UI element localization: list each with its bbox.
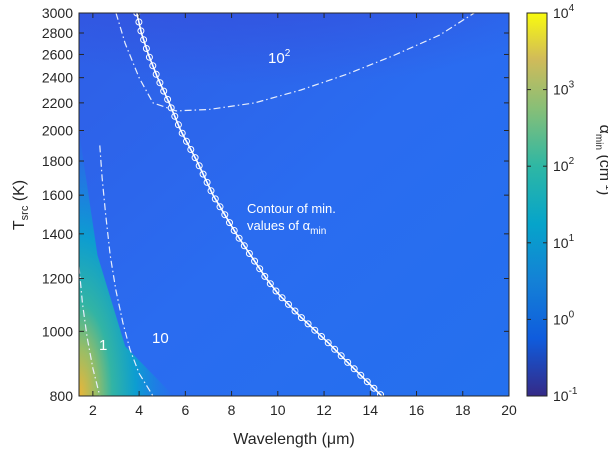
min-curve-marker	[230, 227, 238, 234]
contour-label-10: 10	[152, 330, 169, 347]
y-tick-label: 2800	[42, 25, 73, 41]
min-curve-marker	[337, 352, 345, 360]
y-tick-label: 1200	[42, 271, 73, 287]
x-tick-label: 16	[409, 402, 425, 418]
min-curve-marker	[226, 219, 233, 227]
min-curve-marker	[331, 345, 339, 353]
min-curve-marker	[251, 257, 259, 265]
x-tick-label: 2	[89, 402, 97, 418]
x-tick-label: 20	[501, 402, 517, 418]
min-curve-marker	[137, 27, 145, 35]
y-tick-label: 800	[50, 388, 74, 404]
min-curve-marker	[191, 154, 199, 162]
x-tick-label: 10	[270, 402, 286, 418]
min-curve-marker	[350, 365, 358, 373]
min-curve-marker	[221, 211, 229, 219]
colorbar-tick-label: 103	[553, 80, 575, 98]
y-tick-label: 2000	[42, 122, 73, 138]
x-tick-label: 18	[455, 402, 471, 418]
min-curve-marker	[216, 203, 224, 211]
min-curve-marker	[240, 242, 248, 250]
y-tick-label: 2600	[42, 46, 73, 62]
min-curve-marker	[203, 178, 211, 186]
colorbar-tick-label: 10-1	[553, 386, 578, 404]
min-curve-marker	[363, 378, 371, 386]
min-curve-marker	[304, 320, 312, 328]
y-tick-label: 2200	[42, 95, 73, 111]
min-curve-marker	[183, 137, 190, 145]
min-curve-marker	[178, 129, 186, 137]
x-tick-label: 6	[181, 402, 189, 418]
x-axis-label: Wavelength (μm)	[233, 431, 355, 448]
colorbar	[526, 12, 548, 397]
colorbar-tick-label: 100	[553, 309, 575, 327]
min-curve-marker	[187, 146, 195, 153]
y-tick-label: 1800	[42, 153, 73, 169]
min-curve-label-line2: values of αmin	[247, 218, 326, 237]
colorbar-tick-label: 102	[553, 156, 575, 174]
min-curve-marker	[135, 18, 143, 26]
y-tick-label: 2400	[42, 70, 73, 86]
min-curve-marker	[318, 333, 325, 340]
min-curve-marker	[377, 391, 384, 396]
min-curve-marker	[211, 195, 219, 203]
y-tick-label: 1400	[42, 226, 73, 242]
min-curve-marker	[272, 287, 280, 295]
min-curve-marker	[266, 280, 274, 288]
min-curve-marker	[174, 121, 182, 129]
min-curve-marker	[297, 314, 305, 322]
min-curve-marker	[261, 272, 269, 280]
contour-line	[115, 13, 475, 112]
min-curve-marker	[171, 112, 179, 120]
min-curve-marker	[167, 104, 175, 112]
min-curve-marker	[344, 358, 352, 366]
min-curve-marker	[370, 384, 378, 392]
min-curve-marker	[195, 162, 203, 170]
x-tick-label: 4	[135, 402, 143, 418]
colorbar-label: αmin (cm-1)	[593, 125, 608, 196]
plot-frame	[78, 12, 510, 397]
min-curve-marker	[256, 265, 264, 273]
heatmap-field	[79, 13, 509, 396]
min-curve-marker	[207, 187, 215, 195]
min-curve-marker	[245, 250, 253, 257]
x-tick-label: 8	[228, 402, 236, 418]
min-curve-marker	[291, 307, 299, 315]
min-curve-marker	[152, 70, 160, 78]
min-curve-label-line1: Contour of min.	[247, 201, 336, 216]
colorbar-tick-label: 104	[553, 3, 575, 21]
contour-label-1: 1	[99, 337, 107, 354]
contour-line	[79, 266, 101, 396]
min-curve-marker	[149, 62, 157, 70]
y-tick-label: 1600	[42, 187, 73, 203]
min-curve-marker	[142, 45, 150, 52]
contour-label-100: 102	[268, 48, 291, 67]
min-curve-marker	[357, 371, 365, 379]
min-curve-marker	[160, 87, 168, 95]
min-curve-marker	[156, 79, 164, 87]
min-curve-marker	[140, 36, 148, 44]
contour-line	[99, 145, 154, 396]
y-axis-label: Tsrc (K)	[11, 180, 31, 230]
y-tick-label: 1000	[42, 323, 73, 339]
min-curve-marker	[164, 95, 172, 103]
high-alpha-region	[79, 130, 174, 396]
x-tick-label: 14	[363, 402, 379, 418]
min-curve-marker	[278, 294, 286, 302]
min-curve-marker	[324, 339, 332, 347]
x-tick-label: 12	[316, 402, 332, 418]
min-curve-marker	[311, 326, 319, 334]
min-curve-marker	[145, 53, 153, 61]
y-tick-label: 3000	[42, 5, 73, 21]
min-curve-marker	[133, 13, 141, 17]
min-curve-marker	[285, 300, 292, 308]
min-curve-marker	[235, 234, 243, 242]
colorbar-tick-label: 101	[553, 233, 575, 251]
min-curve-marker	[199, 170, 207, 178]
